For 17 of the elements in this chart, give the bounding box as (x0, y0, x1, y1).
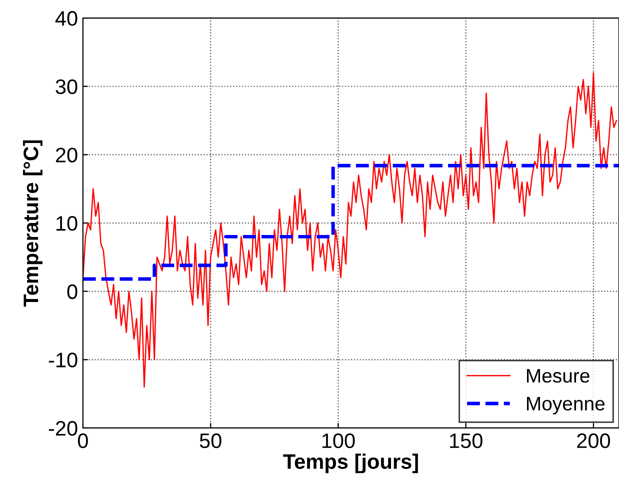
legend-label: Mesure (527, 369, 590, 383)
y-tick-label: 30 (56, 79, 78, 94)
x-tick-label: 50 (200, 433, 222, 448)
x-tick-label: 0 (78, 433, 88, 448)
y-axis-title: Temperature [°C] (23, 140, 42, 307)
y-tick-label: -10 (48, 352, 78, 368)
line-series (82, 72, 618, 388)
legend-label: Moyenne (527, 396, 605, 414)
y-tick-label: 10 (56, 216, 78, 231)
x-tick-label: 100 (322, 433, 355, 448)
y-tick-label: 0 (67, 284, 78, 300)
y-tick-label: 40 (55, 11, 78, 26)
x-tick-label: 200 (577, 433, 610, 448)
y-tick-label: -20 (48, 420, 78, 436)
x-axis-title: Temps [jours] (283, 454, 418, 474)
y-tick-label: 20 (56, 148, 78, 162)
x-tick-label: 150 (450, 433, 482, 448)
